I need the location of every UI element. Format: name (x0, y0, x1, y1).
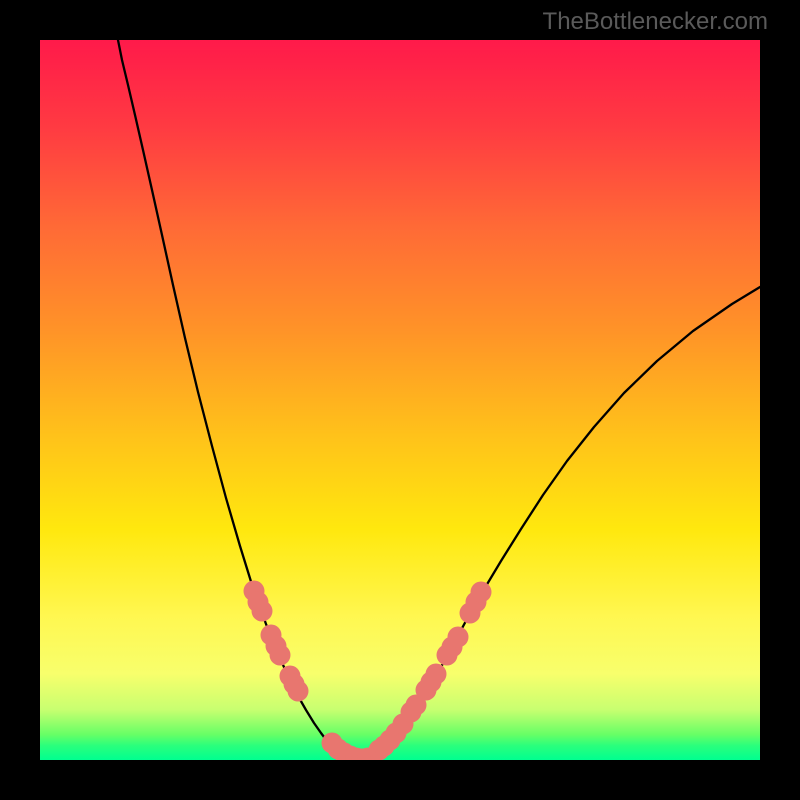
curve-layer (40, 40, 760, 760)
right-ascent-cluster (369, 582, 492, 761)
left-descent-cluster (244, 581, 309, 702)
marker-dot (471, 582, 492, 603)
marker-dot (270, 645, 291, 666)
marker-dot (426, 664, 447, 685)
chart-root: TheBottlenecker.com (0, 0, 800, 800)
marker-dot (288, 681, 309, 702)
watermark-text: TheBottlenecker.com (543, 8, 768, 36)
marker-dot (252, 601, 273, 622)
marker-dot (448, 627, 469, 648)
